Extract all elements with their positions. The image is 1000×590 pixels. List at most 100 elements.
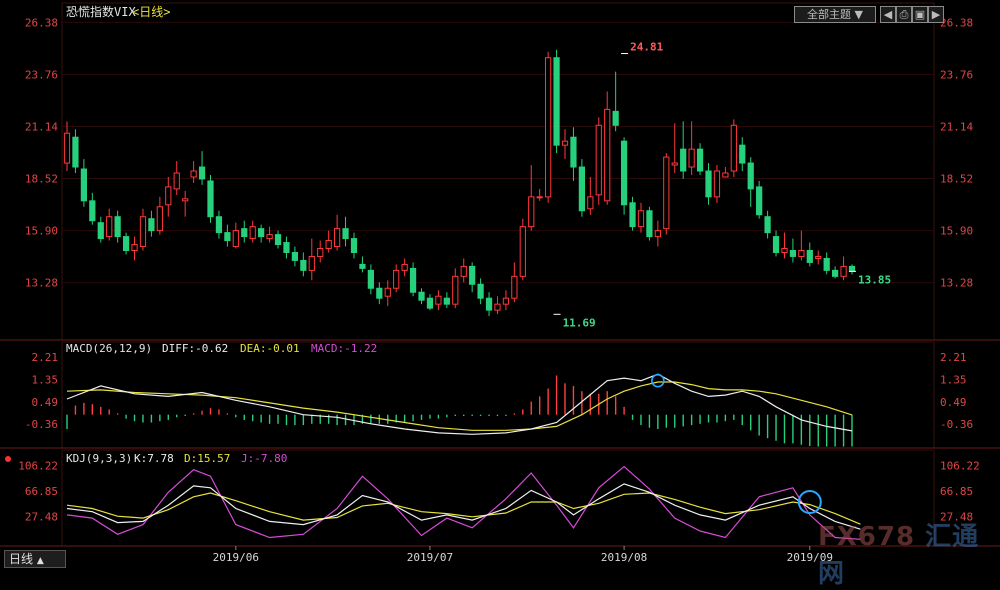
- candle-body: [832, 269, 839, 277]
- macd-legend-entry: MACD:-1.22: [311, 342, 377, 355]
- price-y-tick-left: 23.76: [25, 68, 58, 81]
- candle-body: [266, 234, 273, 240]
- kdj-y-tick-right: 106.22: [940, 460, 980, 473]
- arrow-right-icon: ▶: [931, 8, 941, 21]
- macd-y-tick-right: -0.36: [940, 418, 973, 431]
- candle-body: [283, 242, 290, 253]
- candle-body: [409, 267, 417, 293]
- save-icon: ▣: [914, 8, 926, 21]
- candle-body: [663, 156, 670, 230]
- arrow-left-icon: ◀: [883, 8, 893, 21]
- price-annotation: 11.69: [563, 316, 596, 329]
- candle-body: [688, 148, 695, 168]
- candle-body: [89, 200, 96, 222]
- candle-body: [713, 170, 721, 198]
- macd-y-tick-left: 0.49: [32, 396, 59, 409]
- price-y-tick-left: 13.28: [25, 277, 58, 290]
- macd-y-tick-right: 0.49: [940, 396, 967, 409]
- candle-body: [80, 168, 87, 202]
- candle-body: [156, 206, 163, 232]
- price-chart-title: 恐慌指数VIX: [66, 4, 136, 19]
- macd-y-tick-right: 1.35: [940, 373, 967, 386]
- price-y-tick-right: 26.38: [940, 16, 973, 29]
- candle-body: [469, 265, 476, 285]
- candle-body: [823, 257, 830, 271]
- candle-body: [612, 110, 619, 126]
- macd-y-tick-left: -0.36: [25, 418, 58, 431]
- theme-select[interactable]: 全部主题 ▼: [794, 6, 876, 23]
- candle-body: [232, 230, 239, 248]
- theme-select-label: 全部主题: [807, 8, 852, 21]
- candle-body: [485, 297, 493, 311]
- candle-body: [680, 148, 687, 172]
- candle-body: [848, 265, 856, 272]
- candle-body: [806, 250, 813, 263]
- candle-body: [198, 166, 206, 180]
- candle-body: [376, 287, 383, 299]
- candle-body: [435, 295, 442, 305]
- candle-body: [452, 275, 459, 305]
- candle-body: [148, 218, 155, 232]
- candle-body: [426, 297, 434, 309]
- candle-body: [139, 216, 147, 248]
- candle-body: [587, 196, 594, 210]
- candle-body: [173, 172, 180, 190]
- candle-body: [637, 210, 645, 228]
- candle-body: [739, 144, 746, 164]
- candle-body: [494, 303, 501, 311]
- kdj-title: KDJ(9,3,3): [66, 452, 132, 465]
- candle-body: [350, 238, 358, 253]
- price-chart-period: <日线>: [132, 5, 170, 19]
- macd-y-tick-left: 2.21: [32, 351, 59, 364]
- price-y-tick-left: 21.14: [25, 120, 58, 133]
- macd-diff-line: [66, 373, 853, 435]
- price-y-tick-right: 21.14: [940, 120, 973, 133]
- kdj-d-line: [66, 492, 861, 525]
- x-axis-label: 2019/08: [601, 551, 647, 564]
- macd-title: MACD(26,12,9): [66, 342, 152, 355]
- candle-body: [401, 263, 408, 271]
- price-y-tick-right: 18.52: [940, 173, 973, 186]
- save-button[interactable]: ▣: [912, 6, 928, 23]
- print-button[interactable]: ⎙: [896, 6, 912, 23]
- candle-body: [106, 216, 113, 238]
- chevron-down-icon: ▼: [854, 8, 863, 21]
- candle-body: [317, 248, 324, 257]
- candle-body: [249, 226, 256, 240]
- candle-body: [274, 234, 282, 246]
- kdj-y-tick-right: 27.48: [940, 511, 973, 524]
- candle-body: [300, 259, 307, 271]
- chevron-up-icon: ▲: [36, 556, 44, 566]
- price-annotation: 13.85: [858, 273, 891, 286]
- kdj-legend-entry: K:7.78: [134, 452, 174, 465]
- candle-body: [308, 255, 315, 271]
- price-y-tick-left: 18.52: [25, 173, 58, 186]
- x-axis-label: 2019/06: [213, 551, 259, 564]
- price-y-tick-left: 15.90: [25, 225, 58, 238]
- candle-body: [705, 170, 712, 198]
- candle-body: [772, 236, 780, 253]
- macd-y-tick-left: 1.35: [32, 373, 59, 386]
- candle-body: [165, 186, 172, 206]
- kdj-legend-entry: D:15.57: [184, 452, 230, 465]
- print-icon: ⎙: [899, 8, 909, 21]
- kdj-highlight-circle: [797, 490, 822, 514]
- price-y-tick-right: 13.28: [940, 277, 973, 290]
- prev-button[interactable]: ◀: [880, 6, 896, 23]
- candle-body: [384, 287, 391, 297]
- kdj-k-line: [66, 483, 861, 530]
- candle-body: [578, 166, 586, 212]
- x-axis-label: 2019/09: [787, 551, 833, 564]
- candle-body: [561, 140, 569, 146]
- period-tab-daily[interactable]: 日线 ▲: [4, 550, 66, 568]
- kdj-y-tick-right: 66.85: [940, 485, 973, 498]
- candle-body: [502, 297, 510, 305]
- candle-body: [258, 228, 265, 238]
- candle-body: [629, 202, 636, 228]
- candle-body: [553, 57, 560, 146]
- next-button[interactable]: ▶: [928, 6, 944, 23]
- candle-body: [207, 180, 214, 218]
- watermark-text: FX678: [818, 522, 916, 552]
- macd-legend-entry: DIFF:-0.62: [162, 342, 228, 355]
- kdj-j-line: [66, 465, 861, 540]
